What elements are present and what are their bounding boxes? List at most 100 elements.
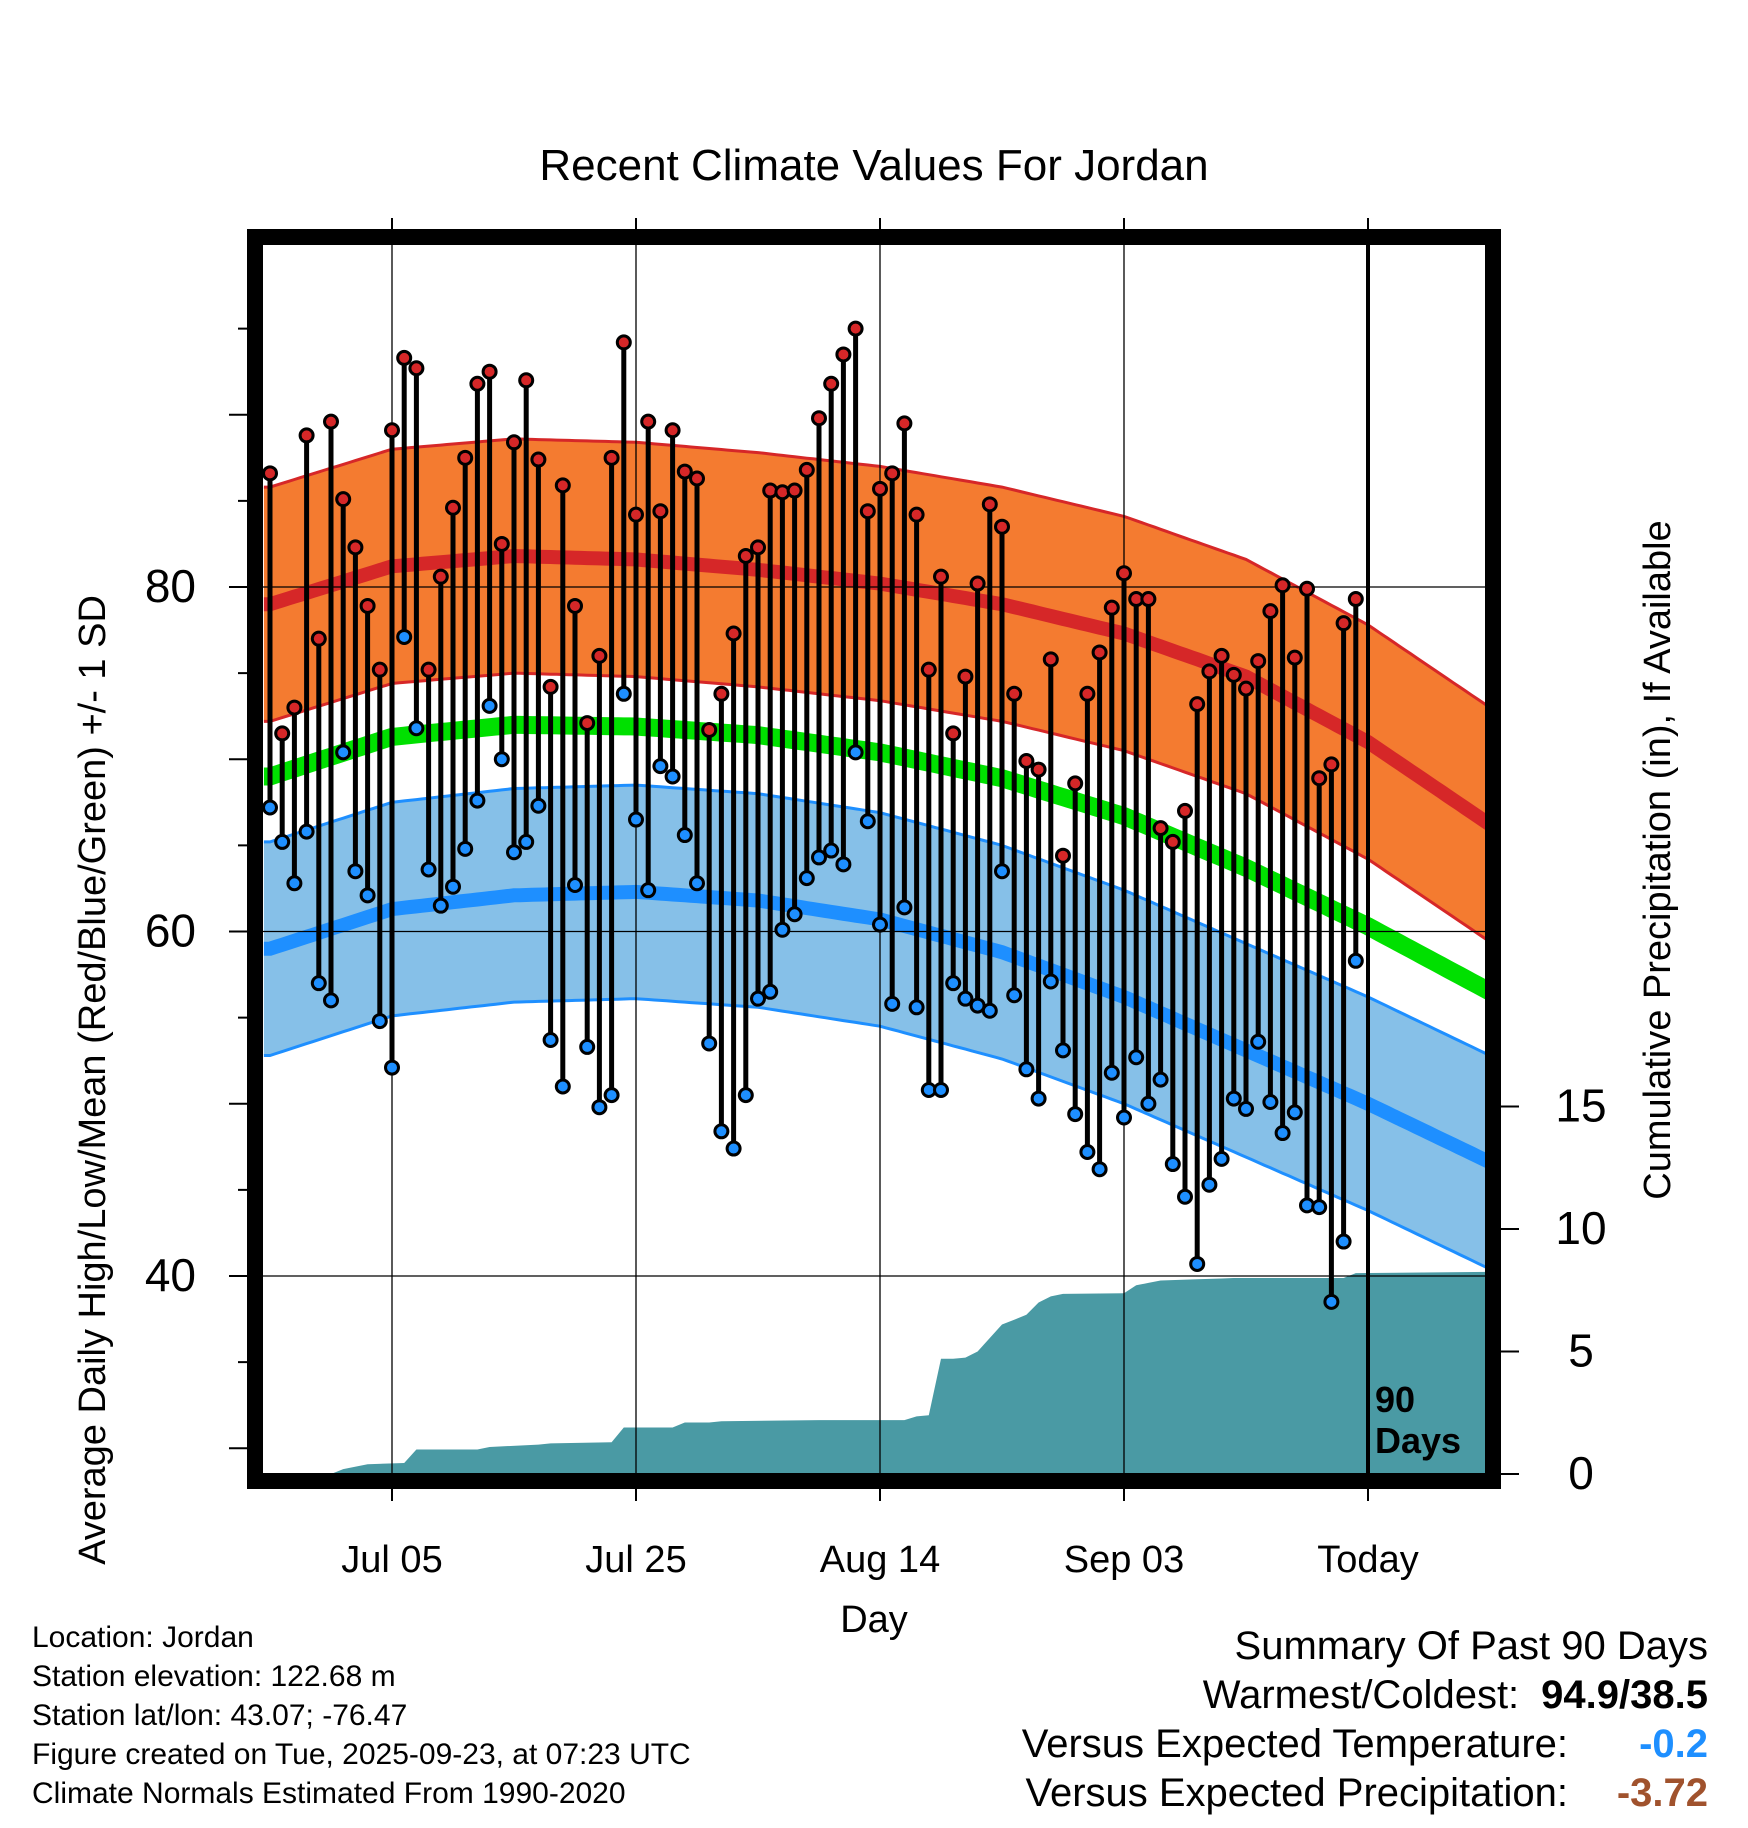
daily-low-point [457,840,474,857]
daily-low-point [1103,1064,1120,1081]
daily-high-point [420,661,437,678]
y-tick-label: 40 [145,1249,196,1301]
daily-high-point [969,575,986,592]
daily-low-point [1042,973,1059,990]
chart-title: Recent Climate Values For Jordan [539,141,1208,190]
daily-low-point [1225,1090,1242,1107]
x-tick-label: Aug 14 [820,1539,940,1581]
daily-low-point [1177,1188,1193,1205]
daily-low-point [603,1087,620,1104]
station-info: Location: Jordan Station elevation: 122.… [32,1618,691,1813]
y2-tick-label: 5 [1568,1325,1594,1377]
daily-low-point [1347,952,1364,969]
daily-high-point [457,449,474,466]
daily-low-point [1006,987,1023,1004]
daily-high-point [933,568,949,585]
created-text: Figure created on Tue, 2025-09-23, at 07… [32,1738,691,1771]
daily-low-point [432,897,449,914]
daily-low-point [1262,1094,1279,1111]
daily-low-point [579,1038,596,1055]
daily-high-point [1311,770,1328,787]
daily-high-point [579,715,596,732]
daily-low-point [567,876,583,893]
daily-high-point [359,597,376,614]
daily-high-point [1103,599,1120,616]
daily-high-point [518,372,535,389]
daily-high-point [713,685,730,702]
daily-high-point [994,518,1010,535]
summary-warm-cold-row: Warmest/Coldest: 94.9/38.5 [1022,1671,1708,1720]
location-text: Location: Jordan [32,1621,254,1654]
x-tick-label: Jul 05 [341,1539,442,1581]
daily-low-point [310,975,327,992]
daily-low-point [1238,1100,1254,1117]
daily-low-point [262,799,278,816]
daily-low-point [1018,1061,1035,1078]
daily-high-point [957,668,974,685]
x-tick-label: Sep 03 [1064,1539,1184,1581]
daily-low-point [445,878,461,895]
daily-low-point [1030,1090,1047,1107]
daily-low-point [1201,1176,1218,1193]
daily-low-point [396,628,413,645]
daily-high-point [323,413,339,430]
daily-low-point [1164,1156,1181,1173]
daily-high-point [1250,653,1267,670]
daily-high-point [1347,591,1364,608]
daily-low-point [554,1078,571,1095]
daily-low-point [518,833,535,850]
daily-high-point [591,647,608,664]
daily-high-point [371,661,388,678]
daily-low-point [640,882,657,899]
daily-low-point [359,887,376,904]
daily-high-point [567,597,583,614]
daily-high-point [847,320,864,337]
daily-high-point [1030,761,1047,778]
daily-high-point [1274,577,1291,594]
daily-high-point [262,465,278,482]
daily-low-point [750,990,766,1007]
daily-high-point [1079,685,1096,702]
daily-high-point [1323,756,1340,773]
daily-high-point [1299,580,1315,597]
daily-high-point [615,334,632,351]
daily-high-point [1067,775,1084,792]
daily-low-point [408,720,425,737]
daily-low-point [823,842,840,859]
daily-high-point [1152,820,1169,837]
daily-low-point [884,995,901,1012]
daily-high-point [445,499,461,516]
daily-high-point [1286,649,1303,666]
daily-low-point [701,1035,718,1052]
daily-low-point [689,875,705,892]
daily-low-point [274,833,291,850]
normals-text: Climate Normals Estimated From 1990-2020 [32,1777,626,1810]
daily-high-point [945,725,962,742]
daily-low-point [798,870,815,887]
daily-high-point [1201,663,1218,680]
summary-temp-row: Versus Expected Temperature: -0.2 [1022,1720,1708,1769]
daily-low-point [786,906,803,923]
daily-high-point [798,461,815,478]
y2-axis-label: Cumulative Precipitation (in), If Availa… [1637,520,1679,1199]
daily-high-point [530,451,547,468]
daily-low-point [1323,1293,1340,1310]
daily-low-point [811,849,827,866]
daily-high-point [920,661,937,678]
daily-low-point [1213,1150,1230,1167]
daily-low-point [542,1032,559,1049]
daily-low-point [335,744,352,761]
daily-high-point [1006,685,1023,702]
daily-low-point [1055,1042,1071,1059]
daily-low-point [725,1140,742,1157]
daily-high-point [1091,644,1108,661]
summary-panel: Summary Of Past 90 Days Warmest/Coldest:… [1022,1622,1708,1818]
daily-low-point [493,751,510,768]
daily-high-point [835,346,852,363]
daily-high-point [384,422,400,439]
daily-high-point [1335,615,1352,632]
daily-high-point [1225,666,1242,683]
daily-high-point [1164,833,1181,850]
